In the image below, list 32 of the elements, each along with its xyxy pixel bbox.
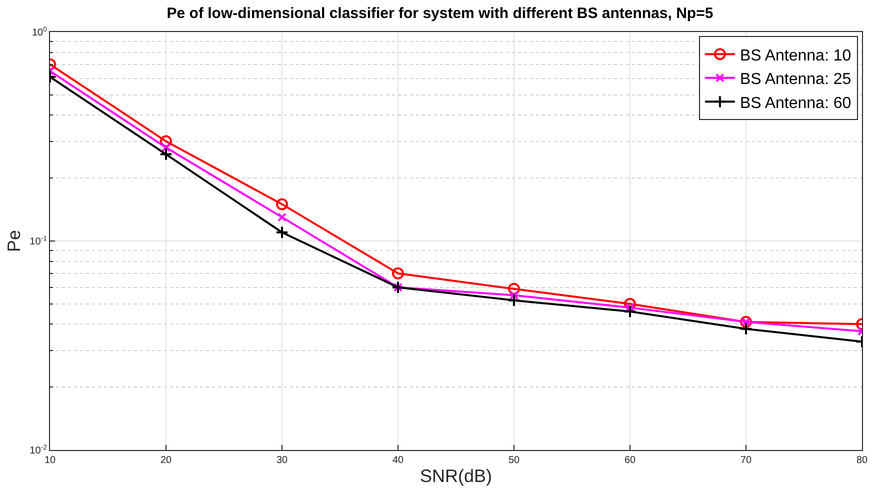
point xyxy=(391,280,405,294)
x-axis-title: SNR(dB) xyxy=(420,466,492,486)
legend-label: BS Antenna: 25 xyxy=(740,71,852,88)
point xyxy=(394,282,402,292)
point xyxy=(507,294,521,307)
point xyxy=(392,267,404,280)
y-tick-label: 10$^{-1}$ xyxy=(30,235,48,248)
x-tick-label: 70 xyxy=(740,455,752,466)
x-tick-label: 40 xyxy=(392,455,404,466)
point xyxy=(278,212,286,222)
point xyxy=(510,290,518,300)
point xyxy=(159,148,173,161)
x-tick-label: 30 xyxy=(276,455,288,466)
x-tick-label: 10 xyxy=(44,455,56,466)
point xyxy=(508,282,520,295)
x-tick-label: 60 xyxy=(624,455,636,466)
point xyxy=(739,322,753,336)
point xyxy=(623,304,637,318)
point xyxy=(276,198,288,210)
point xyxy=(624,298,636,310)
x-tick-label: 50 xyxy=(508,455,520,466)
point xyxy=(275,226,289,239)
chart-title: Pe of low-dimensional classifier for system with different BS antennas, Np=5 xyxy=(166,4,714,22)
legend-label: BS Antenna: 60 xyxy=(740,94,852,112)
legend-label: BS Antenna: 10 xyxy=(740,47,852,64)
y-tick-label: 10$^{0}$ xyxy=(32,26,48,38)
x-tick-label: 80 xyxy=(856,455,868,466)
y-tick-label: 10$^{-2}$ xyxy=(30,444,48,456)
x-tick-label: 20 xyxy=(160,455,172,466)
point xyxy=(162,143,170,152)
point xyxy=(160,135,172,148)
y-axis-title: Pe xyxy=(4,230,24,252)
